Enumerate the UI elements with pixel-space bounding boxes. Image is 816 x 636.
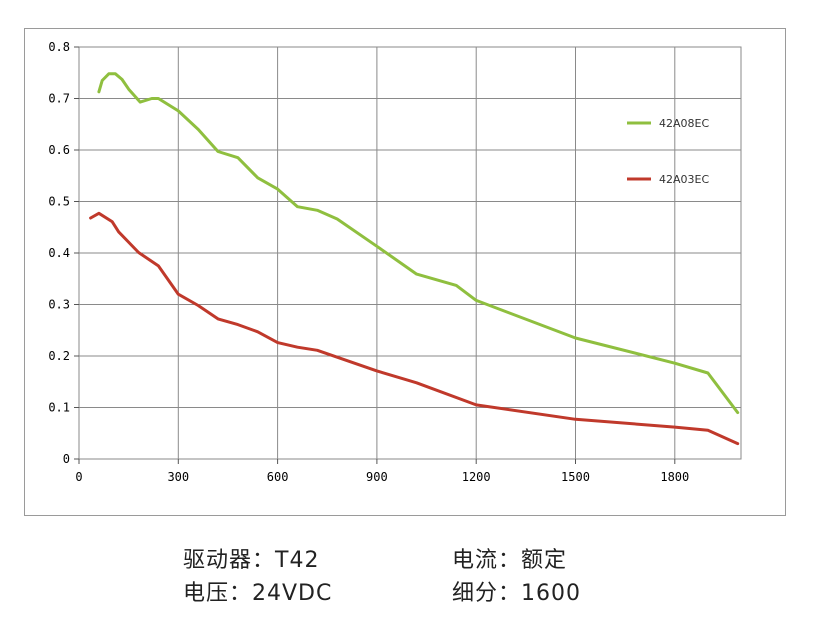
x-tick-label: 900: [366, 470, 388, 484]
y-tick-label: 0.4: [48, 246, 70, 260]
y-tick-label: 0.3: [48, 298, 70, 312]
caption-driver: 驱动器：T42: [183, 542, 319, 574]
y-tick-label: 0.5: [48, 195, 70, 209]
x-tick-label: 1500: [561, 470, 590, 484]
grid-layer: [78, 46, 742, 460]
y-tick-label: 0.6: [48, 143, 70, 157]
legend-label-42a08ec: 42A08EC: [659, 117, 709, 130]
caption-driver-label: 驱动器：: [183, 548, 276, 573]
caption-microstep: 细分：1600: [452, 575, 581, 607]
y-tick-label: 0: [63, 452, 70, 466]
caption-voltage-label: 电压：: [183, 581, 253, 606]
legend: 42A08EC 42A03EC: [627, 117, 709, 186]
x-tick-label: 0: [75, 470, 82, 484]
axis-layer: 0 0.1 0.2 0.3 0.4 0.5 0.6 0.7 0.8 0 300 600 900 1200 1…: [48, 40, 689, 484]
series-line-42a08ec: [97, 72, 740, 415]
chart-frame: 0 0.1 0.2 0.3 0.4 0.5 0.6 0.7 0.8 0 300 600 900 1200 1…: [24, 28, 786, 516]
chart-svg: 0 0.1 0.2 0.3 0.4 0.5 0.6 0.7 0.8 0 300 600 900 1200 1…: [48, 40, 742, 484]
y-tick-label: 0.1: [48, 401, 70, 415]
caption-voltage: 电压：24VDC: [183, 575, 332, 607]
x-tick-label: 1200: [462, 470, 491, 484]
caption-microstep-value: 1600: [521, 581, 582, 606]
y-tick-label: 0.2: [48, 349, 70, 363]
caption-current-label: 电流：: [452, 548, 522, 573]
series-layer: [89, 72, 740, 446]
x-tick-label: 600: [267, 470, 289, 484]
x-tick-label: 1800: [660, 470, 689, 484]
caption-current: 电流：额定: [452, 542, 567, 574]
legend-label-42a03ec: 42A03EC: [659, 173, 709, 186]
caption-voltage-value: 24VDC: [252, 581, 333, 606]
y-tick-label: 0.7: [48, 92, 70, 106]
y-tick-label: 0.8: [48, 40, 70, 54]
caption-current-value: 额定: [521, 548, 568, 573]
caption-microstep-label: 细分：: [452, 581, 522, 606]
x-tick-label: 300: [167, 470, 189, 484]
caption-driver-value: T42: [275, 548, 320, 573]
series-line-42a03ec: [89, 211, 740, 446]
